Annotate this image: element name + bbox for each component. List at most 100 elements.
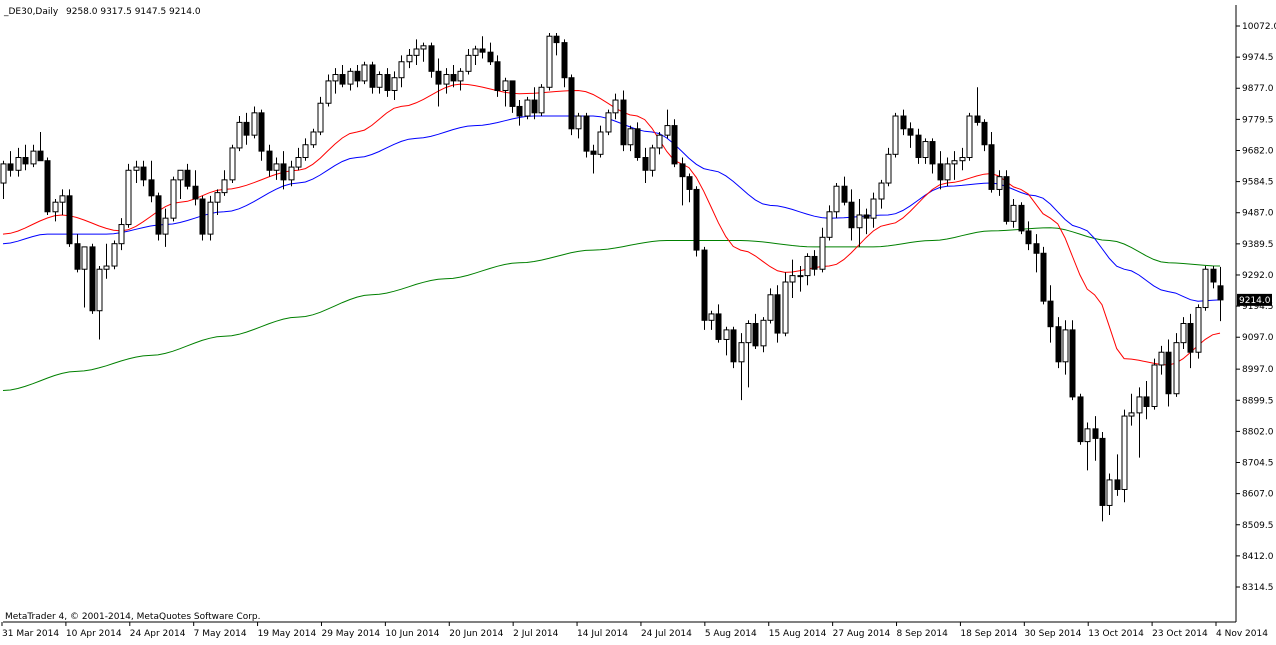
candle-body-bull <box>575 115 582 130</box>
candle-body-bull <box>856 214 863 229</box>
candle <box>900 109 907 136</box>
price-tick-label: 9877.0 <box>1242 84 1274 94</box>
candle <box>1010 199 1017 228</box>
price-tick-label: 8802.0 <box>1242 427 1274 437</box>
ma-fast-line <box>2 83 1221 366</box>
candle-body-bull <box>15 157 22 171</box>
candle-body-bear <box>487 51 494 63</box>
candle-body-bear <box>339 74 346 85</box>
candle-body-bear <box>450 74 457 82</box>
candle-body-bear <box>192 185 199 200</box>
candle-body-bear <box>494 61 501 91</box>
candle <box>553 33 560 56</box>
candle-body-bull <box>922 141 929 159</box>
candle <box>1128 393 1135 426</box>
candle-body-bull <box>1084 428 1091 443</box>
ma-slow-line <box>2 227 1221 391</box>
candle <box>1033 234 1040 273</box>
candle <box>1136 387 1143 458</box>
candle-body-bull <box>745 322 752 344</box>
candle-body-bear <box>428 45 435 72</box>
candle <box>774 285 781 343</box>
candle <box>118 218 125 251</box>
candle-body-bull <box>723 329 730 340</box>
candle <box>826 205 833 241</box>
candle <box>568 74 575 136</box>
candle <box>96 266 103 340</box>
candle <box>398 55 405 88</box>
date-tick-label: 7 May 2014 <box>194 629 247 639</box>
candle-body-bull <box>0 163 7 184</box>
candle <box>597 125 604 158</box>
candle-body-bear <box>66 195 73 245</box>
candle-body-bear <box>1047 300 1054 328</box>
candle-body-bull <box>1202 268 1209 309</box>
candle-body-bear <box>583 115 590 152</box>
candle <box>457 68 464 91</box>
price-tick-label: 9194.5 <box>1242 302 1274 312</box>
candle-body-bull <box>605 112 612 133</box>
candle-body-bull <box>1151 364 1158 407</box>
candle <box>966 112 973 161</box>
candle <box>44 157 51 215</box>
candle <box>1077 393 1084 445</box>
candle-body-bull <box>59 195 66 203</box>
date-tick-label: 23 Oct 2014 <box>1152 629 1208 639</box>
candle <box>184 163 191 190</box>
candle <box>745 320 752 388</box>
candle <box>59 189 66 215</box>
candle-body-bull <box>1195 307 1202 353</box>
candle-body-bull <box>347 70 354 85</box>
candle-body-bear <box>7 163 14 171</box>
candle-body-bull <box>502 80 509 91</box>
candle-body-bull <box>789 275 796 283</box>
candle-body-bull <box>1158 351 1165 366</box>
price-tick-label: 9487.0 <box>1242 209 1274 219</box>
candle-body-bear <box>841 185 848 203</box>
candle <box>1047 285 1054 343</box>
candle-body-bull <box>177 169 184 181</box>
candle <box>369 61 376 94</box>
candle-body-bull <box>819 236 826 270</box>
candle <box>22 144 29 171</box>
candle-body-bear <box>937 163 944 181</box>
candle-body-bear <box>590 150 597 155</box>
candle-body-bull <box>826 211 833 238</box>
candle <box>251 106 258 139</box>
candle-body-bull <box>664 125 671 136</box>
candle-body-bull <box>649 147 656 171</box>
candle-body-bull <box>214 192 221 203</box>
candle-body-bear <box>384 74 391 91</box>
candle <box>627 125 634 152</box>
candle <box>620 90 627 152</box>
candle-body-bear <box>988 144 995 190</box>
candle <box>634 122 641 161</box>
candle-body-bear <box>155 195 162 235</box>
candle-body-bull <box>103 265 110 270</box>
candle <box>0 160 7 200</box>
price-tick-label: 9097.0 <box>1242 333 1274 343</box>
candle <box>509 80 516 113</box>
candle <box>1025 221 1032 251</box>
candle <box>605 109 612 136</box>
candle-body-bear <box>1099 437 1106 506</box>
price-tick-label: 9584.5 <box>1242 178 1274 188</box>
candle <box>89 243 96 314</box>
candle-body-bear <box>22 157 29 165</box>
candle-body-bull <box>376 74 383 88</box>
candle <box>1040 246 1047 305</box>
candle-body-bear <box>369 64 376 88</box>
candle <box>125 163 132 228</box>
candle-body-bull <box>782 281 789 334</box>
candle <box>951 151 958 180</box>
candle-body-bull <box>524 99 531 117</box>
candle-body-bear <box>509 80 516 107</box>
candle <box>479 36 486 59</box>
price-tick-label: 8607.0 <box>1242 490 1274 500</box>
candle <box>502 77 509 107</box>
candle-body-bull <box>236 121 243 149</box>
candle <box>347 68 354 91</box>
candle-body-bull <box>767 294 774 321</box>
candle <box>656 131 663 155</box>
candle-body-bear <box>354 70 361 82</box>
